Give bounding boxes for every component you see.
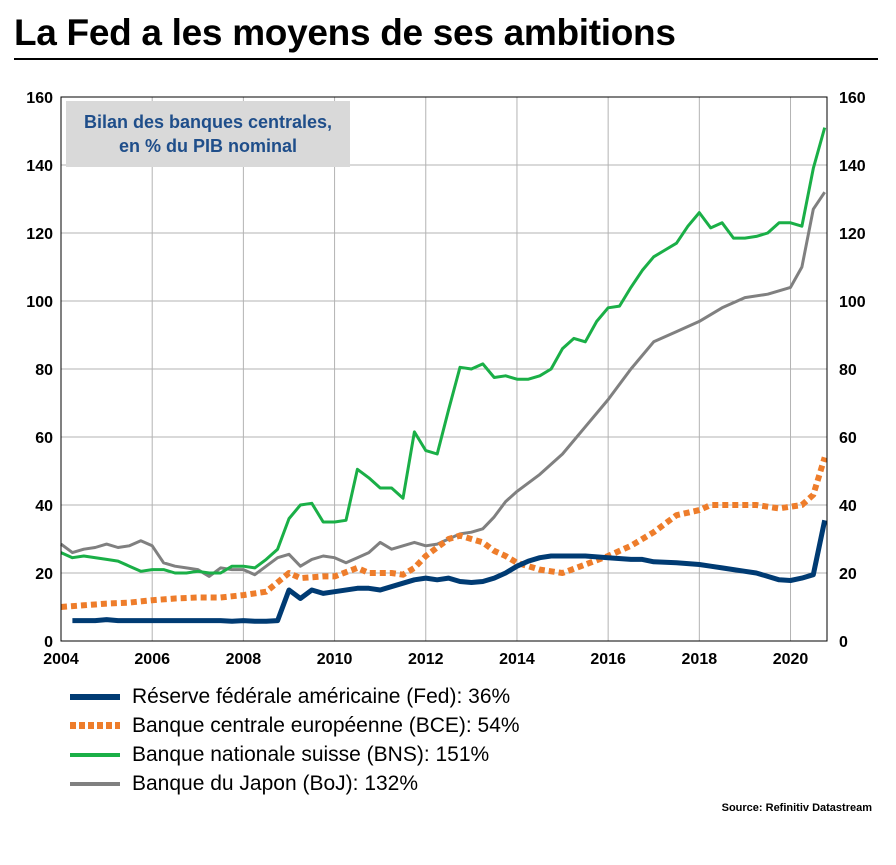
series-lines [60,127,828,624]
x-tick-label: 2018 [682,651,718,668]
title-underline [14,58,878,60]
legend: Réserve fédérale américaine (Fed): 36% B… [70,682,520,798]
x-tick-label: 2014 [499,651,535,668]
legend-swatch-bce [70,722,120,729]
annotation-line-1: Bilan des banques centrales, [83,112,333,132]
x-tick-label: 2008 [226,651,262,668]
y-tick-label-left: 60 [35,430,53,447]
legend-item-bce: Banque centrale européenne (BCE): 54% [70,711,520,740]
series-line-bce [60,456,828,610]
series-line-fed [72,519,828,624]
legend-swatch-fed [70,693,120,700]
y-tick-label-left: 100 [26,294,53,311]
x-tick-label: 2010 [317,651,353,668]
series-line-bns [60,127,827,575]
y-tick-label-right: 100 [839,294,866,311]
chart-annotation-box: Bilan des banques centrales, en % du PIB… [66,101,350,167]
legend-label-bce: Banque centrale européenne (BCE): 54% [132,713,520,737]
legend-item-fed: Réserve fédérale américaine (Fed): 36% [70,682,520,711]
y-tick-label-left: 160 [26,90,53,107]
x-tick-label: 2016 [590,651,626,668]
plot-frame [60,96,828,642]
legend-swatch-boj [70,781,120,786]
y-tick-label-right: 140 [839,158,866,175]
y-tick-label-right: 120 [839,226,866,243]
y-tick-label-right: 160 [839,90,866,107]
series-line-boj [60,191,826,578]
source-note: Source: Refinitiv Datastream [721,802,872,814]
y-tick-label-left: 0 [44,634,53,651]
legend-label-boj: Banque du Japon (BoJ): 132% [132,771,419,795]
legend-swatch-bns [70,752,120,757]
y-tick-label-left: 20 [35,566,53,583]
y-tick-label-right: 0 [839,634,848,651]
y-tick-label-right: 80 [839,362,857,379]
y-tick-label-right: 40 [839,498,857,515]
x-tick-label: 2006 [134,651,170,668]
x-tick-label: 2012 [408,651,444,668]
y-tick-label-left: 40 [35,498,53,515]
y-tick-label-right: 20 [839,566,857,583]
y-tick-label-left: 80 [35,362,53,379]
x-tick-label: 2004 [43,651,79,668]
legend-item-bns: Banque nationale suisse (BNS): 151% [70,740,520,769]
chart-title: La Fed a les moyens de ses ambitions [14,12,676,53]
x-tick-label: 2020 [773,651,809,668]
annotation-line-2: en % du PIB nominal [118,136,297,156]
y-tick-label-right: 60 [839,430,857,447]
legend-label-fed: Réserve fédérale américaine (Fed): 36% [132,684,511,708]
y-tick-label-left: 140 [26,158,53,175]
y-tick-label-left: 120 [26,226,53,243]
legend-label-bns: Banque nationale suisse (BNS): 151% [132,742,490,766]
legend-item-boj: Banque du Japon (BoJ): 132% [70,769,520,798]
